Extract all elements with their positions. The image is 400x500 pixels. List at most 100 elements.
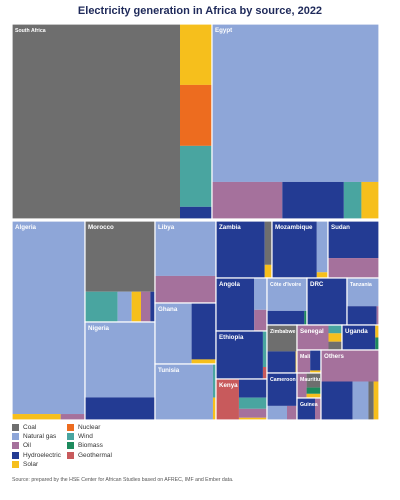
segment-zambia-solar [264, 264, 272, 278]
legend-label-solar: Solar [23, 460, 39, 468]
legend-swatch-natural-gas [12, 433, 19, 441]
segment-south-africa-coal [12, 24, 180, 219]
tile-ethiopia: Ethiopia [215, 330, 268, 380]
segment-angola-oil [254, 309, 267, 331]
segment-senegal-wind [328, 325, 342, 334]
segment-tunisia-natural-gas [155, 364, 213, 420]
tile-ghana: Ghana [154, 302, 217, 365]
segment-uganda-biomass [375, 337, 379, 350]
segment-south-africa-hydroelectric [180, 206, 212, 219]
segment-morocco-natural-gas [117, 291, 132, 322]
tile-label-zambia: Zambia [219, 224, 241, 231]
segment-egypt-natural-gas [212, 24, 379, 182]
tile-label-mauritius: Mauritius [300, 377, 323, 383]
tile-cameroon: Cameroon [266, 372, 298, 421]
legend-label-coal: Coal [23, 424, 37, 431]
tile-label-mali: Mali [300, 354, 311, 360]
segment-drc-hydroelectric [307, 278, 347, 325]
segment-ethiopia-geothermal [262, 367, 267, 379]
tile-egypt: Egypt [211, 23, 380, 220]
legend-label-natural-gas: Natural gas [23, 433, 57, 441]
segment-cameroon-oil [287, 405, 297, 420]
tile-zimbabwe: Zimbabwe [266, 324, 298, 374]
segment-egypt-solar [361, 181, 379, 219]
segment-mozambique-hydroelectric [272, 221, 317, 278]
segment-egypt-hydroelectric [282, 181, 344, 219]
tile-label-nigeria: Nigeria [88, 325, 110, 332]
segment-angola-natural-gas [254, 278, 267, 310]
segment-guinea-hydroelectric [297, 398, 315, 420]
segment-mali-oil [297, 350, 311, 373]
segment-senegal-coal [328, 341, 342, 350]
segment-nigeria-hydroelectric [85, 397, 155, 420]
tile-mali: Mali [296, 349, 322, 374]
segment-zimbabwe-solar [295, 351, 297, 373]
segment-libya-oil [155, 275, 216, 303]
segment-sudan-oil [328, 258, 379, 278]
segment-algeria-natural-gas [12, 221, 85, 415]
tile-label-cameroon: Cameroon [270, 377, 296, 383]
segment-zambia-coal [264, 221, 272, 265]
segment-mali-solar [310, 370, 321, 373]
segment-others-oil [321, 350, 379, 382]
segment-algeria-oil [60, 414, 85, 420]
segment-mauritius-coal [306, 373, 321, 388]
tile-tanzania: Tanzania [346, 277, 380, 326]
segment-cote-d-ivoire-biomass [304, 310, 307, 325]
tile-label-algeria: Algeria [15, 224, 37, 231]
segment-morocco-hydroelectric [150, 291, 155, 322]
legend-label-nuclear: Nuclear [78, 424, 101, 431]
legend-swatch-nuclear [67, 424, 74, 431]
tile-senegal: Senegal [296, 324, 343, 351]
tile-uganda: Uganda [341, 324, 380, 351]
segment-ghana-hydroelectric [191, 303, 216, 360]
segment-uganda-hydroelectric [342, 325, 376, 350]
tile-mozambique: Mozambique [271, 220, 329, 279]
segment-tunisia-wind [212, 364, 216, 398]
tile-morocco: Morocco [84, 220, 156, 323]
tile-guinea: Guinea [296, 397, 322, 421]
tile-cote-d-ivoire: Côte d'Ivoire [266, 277, 308, 326]
segment-mauritius-solar [306, 393, 321, 398]
segment-mozambique-solar [316, 272, 328, 278]
segment-kenya-hydroelectric [238, 379, 267, 398]
segment-zambia-hydroelectric [216, 221, 265, 278]
tile-label-cote-d-ivoire: Côte d'Ivoire [270, 282, 301, 288]
legend-swatch-oil [12, 442, 19, 450]
segment-south-africa-solar [180, 24, 212, 85]
tile-mauritius: Mauritius [296, 372, 323, 399]
segment-ethiopia-hydroelectric [216, 331, 263, 379]
segment-others-coal [368, 381, 374, 420]
segment-egypt-wind [343, 181, 362, 219]
segment-morocco-wind [85, 291, 118, 322]
legend-swatch-wind [67, 433, 74, 441]
tile-label-mozambique: Mozambique [275, 224, 313, 231]
tile-label-tunisia: Tunisia [158, 367, 180, 374]
tile-kenya: Kenya [215, 378, 268, 421]
segment-tunisia-solar [212, 397, 216, 420]
segment-others-hydroelectric [321, 381, 353, 420]
segment-nigeria-natural-gas [85, 322, 155, 398]
segment-kenya-oil [238, 408, 267, 418]
tile-label-drc: DRC [310, 281, 324, 288]
legend-label-wind: Wind [78, 433, 93, 441]
legend-label-oil: Oil [23, 442, 31, 450]
segment-morocco-oil [141, 291, 151, 322]
segment-senegal-solar [328, 333, 342, 342]
tile-border-egypt [211, 23, 380, 220]
segment-cameroon-hydroelectric [267, 373, 297, 406]
tile-angola: Angola [215, 277, 268, 332]
legend-swatch-biomass [67, 442, 74, 450]
tile-sudan: Sudan [327, 220, 380, 279]
tile-nigeria: Nigeria [84, 321, 156, 421]
segment-zimbabwe-coal [267, 325, 297, 352]
segment-ghana-solar [191, 359, 216, 364]
tile-label-kenya: Kenya [219, 382, 238, 389]
legend-swatch-solar [12, 460, 19, 468]
segment-tanzania-hydroelectric [347, 306, 377, 325]
tile-tunisia: Tunisia [154, 363, 217, 421]
segment-uganda-solar [375, 325, 379, 338]
segment-morocco-solar [131, 291, 141, 322]
tile-south-africa: South Africa [11, 23, 213, 220]
